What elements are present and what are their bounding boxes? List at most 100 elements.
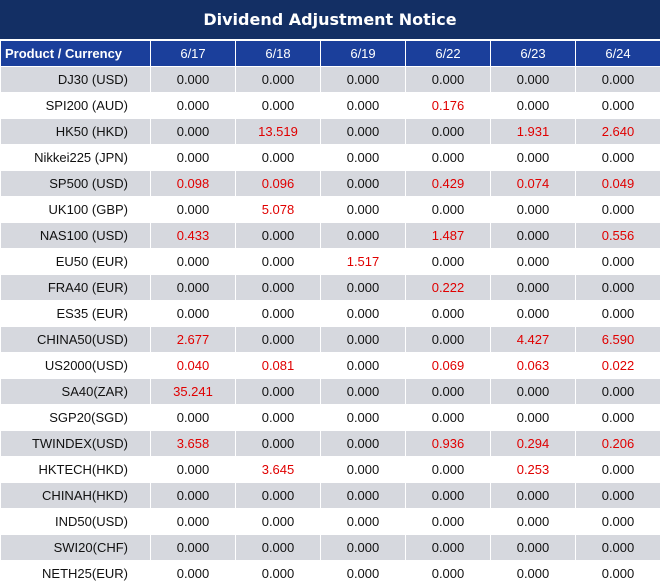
value-cell: 0.000 [320, 196, 406, 223]
value-cell: 1.931 [490, 118, 576, 145]
product-cell: SPI200 (AUD) [0, 92, 151, 119]
value-cell: 0.000 [575, 300, 660, 327]
value-cell: 0.000 [235, 274, 321, 301]
table-row: HK50 (HKD) 0.000 13.519 0.000 0.000 1.931 2.64… [0, 118, 660, 145]
value-cell: 0.000 [490, 482, 576, 509]
table-row: SP500 (USD) 0.098 0.096 0.000 0.429 0.074 0.04… [0, 170, 660, 197]
value-cell: 0.000 [235, 66, 321, 93]
value-cell: 0.000 [150, 196, 236, 223]
value-cell: 0.069 [405, 352, 491, 379]
value-cell: 0.000 [320, 378, 406, 405]
value-cell: 0.000 [490, 222, 576, 249]
product-cell: Nikkei225 (JPN) [0, 144, 151, 171]
value-cell: 0.000 [235, 144, 321, 171]
value-cell: 0.000 [150, 274, 236, 301]
value-cell: 0.000 [150, 300, 236, 327]
value-cell: 0.000 [405, 508, 491, 535]
page-title: Dividend Adjustment Notice [0, 0, 660, 40]
product-cell: SA40(ZAR) [0, 378, 151, 405]
value-cell: 3.658 [150, 430, 236, 457]
header-date: 6/19 [320, 40, 406, 67]
value-cell: 0.000 [405, 404, 491, 431]
value-cell: 0.000 [575, 196, 660, 223]
value-cell: 0.000 [490, 196, 576, 223]
value-cell: 0.936 [405, 430, 491, 457]
value-cell: 0.253 [490, 456, 576, 483]
value-cell: 0.294 [490, 430, 576, 457]
value-cell: 0.098 [150, 170, 236, 197]
value-cell: 0.000 [490, 92, 576, 119]
value-cell: 35.241 [150, 378, 236, 405]
value-cell: 0.074 [490, 170, 576, 197]
product-cell: ES35 (EUR) [0, 300, 151, 327]
value-cell: 0.000 [405, 66, 491, 93]
table-row: SGP20(SGD) 0.000 0.000 0.000 0.000 0.000 0.000 [0, 404, 660, 431]
value-cell: 0.000 [490, 378, 576, 405]
product-cell: SP500 (USD) [0, 170, 151, 197]
table-row: EU50 (EUR) 0.000 0.000 1.517 0.000 0.000 0.000 [0, 248, 660, 275]
value-cell: 0.063 [490, 352, 576, 379]
value-cell: 0.000 [235, 222, 321, 249]
value-cell: 0.000 [235, 378, 321, 405]
value-cell: 0.000 [150, 118, 236, 145]
value-cell: 0.000 [150, 534, 236, 561]
value-cell: 0.000 [235, 326, 321, 353]
product-cell: UK100 (GBP) [0, 196, 151, 223]
value-cell: 0.000 [405, 248, 491, 275]
value-cell: 0.000 [320, 92, 406, 119]
header-date: 6/23 [490, 40, 576, 67]
value-cell: 0.000 [575, 274, 660, 301]
value-cell: 0.000 [575, 560, 660, 587]
value-cell: 0.000 [575, 404, 660, 431]
value-cell: 0.000 [575, 482, 660, 509]
value-cell: 0.040 [150, 352, 236, 379]
product-cell: SGP20(SGD) [0, 404, 151, 431]
value-cell: 0.000 [320, 508, 406, 535]
value-cell: 0.000 [405, 144, 491, 171]
table-row: CHINAH(HKD) 0.000 0.000 0.000 0.000 0.000 0.00… [0, 482, 660, 509]
product-cell: DJ30 (USD) [0, 66, 151, 93]
value-cell: 0.000 [575, 144, 660, 171]
value-cell: 0.000 [575, 534, 660, 561]
product-cell: HKTECH(HKD) [0, 456, 151, 483]
value-cell: 0.000 [320, 326, 406, 353]
table-row: SPI200 (AUD) 0.000 0.000 0.000 0.176 0.000 0.0… [0, 92, 660, 119]
table-row: IND50(USD) 0.000 0.000 0.000 0.000 0.000 0.000 [0, 508, 660, 535]
value-cell: 0.000 [235, 404, 321, 431]
value-cell: 4.427 [490, 326, 576, 353]
header-date: 6/18 [235, 40, 321, 67]
value-cell: 0.556 [575, 222, 660, 249]
value-cell: 0.000 [235, 482, 321, 509]
value-cell: 0.000 [320, 352, 406, 379]
value-cell: 0.000 [235, 430, 321, 457]
value-cell: 0.000 [150, 508, 236, 535]
table-row: Nikkei225 (JPN) 0.000 0.000 0.000 0.000 0.000… [0, 144, 660, 171]
value-cell: 0.000 [320, 456, 406, 483]
value-cell: 0.000 [320, 534, 406, 561]
table-row: CHINA50(USD) 2.677 0.000 0.000 0.000 4.427 6.5… [0, 326, 660, 353]
value-cell: 0.000 [490, 144, 576, 171]
value-cell: 0.000 [575, 508, 660, 535]
value-cell: 0.000 [150, 560, 236, 587]
value-cell: 0.000 [490, 534, 576, 561]
value-cell: 0.000 [320, 118, 406, 145]
value-cell: 0.000 [405, 560, 491, 587]
value-cell: 0.000 [320, 274, 406, 301]
value-cell: 0.429 [405, 170, 491, 197]
product-cell: CHINA50(USD) [0, 326, 151, 353]
value-cell: 0.000 [320, 144, 406, 171]
value-cell: 0.000 [490, 274, 576, 301]
value-cell: 0.000 [320, 222, 406, 249]
value-cell: 0.000 [405, 196, 491, 223]
table-row: HKTECH(HKD) 0.000 3.645 0.000 0.000 0.253 0.00… [0, 456, 660, 483]
value-cell: 13.519 [235, 118, 321, 145]
value-cell: 0.000 [490, 300, 576, 327]
value-cell: 0.000 [575, 378, 660, 405]
dividend-table: Product / Currency 6/17 6/18 6/19 6/22 6… [0, 40, 660, 587]
value-cell: 1.517 [320, 248, 406, 275]
value-cell: 3.645 [235, 456, 321, 483]
value-cell: 0.000 [405, 534, 491, 561]
header-row: Product / Currency 6/17 6/18 6/19 6/22 6… [0, 40, 660, 67]
table-row: NETH25(EUR) 0.000 0.000 0.000 0.000 0.000 0.00… [0, 560, 660, 587]
value-cell: 0.000 [490, 404, 576, 431]
